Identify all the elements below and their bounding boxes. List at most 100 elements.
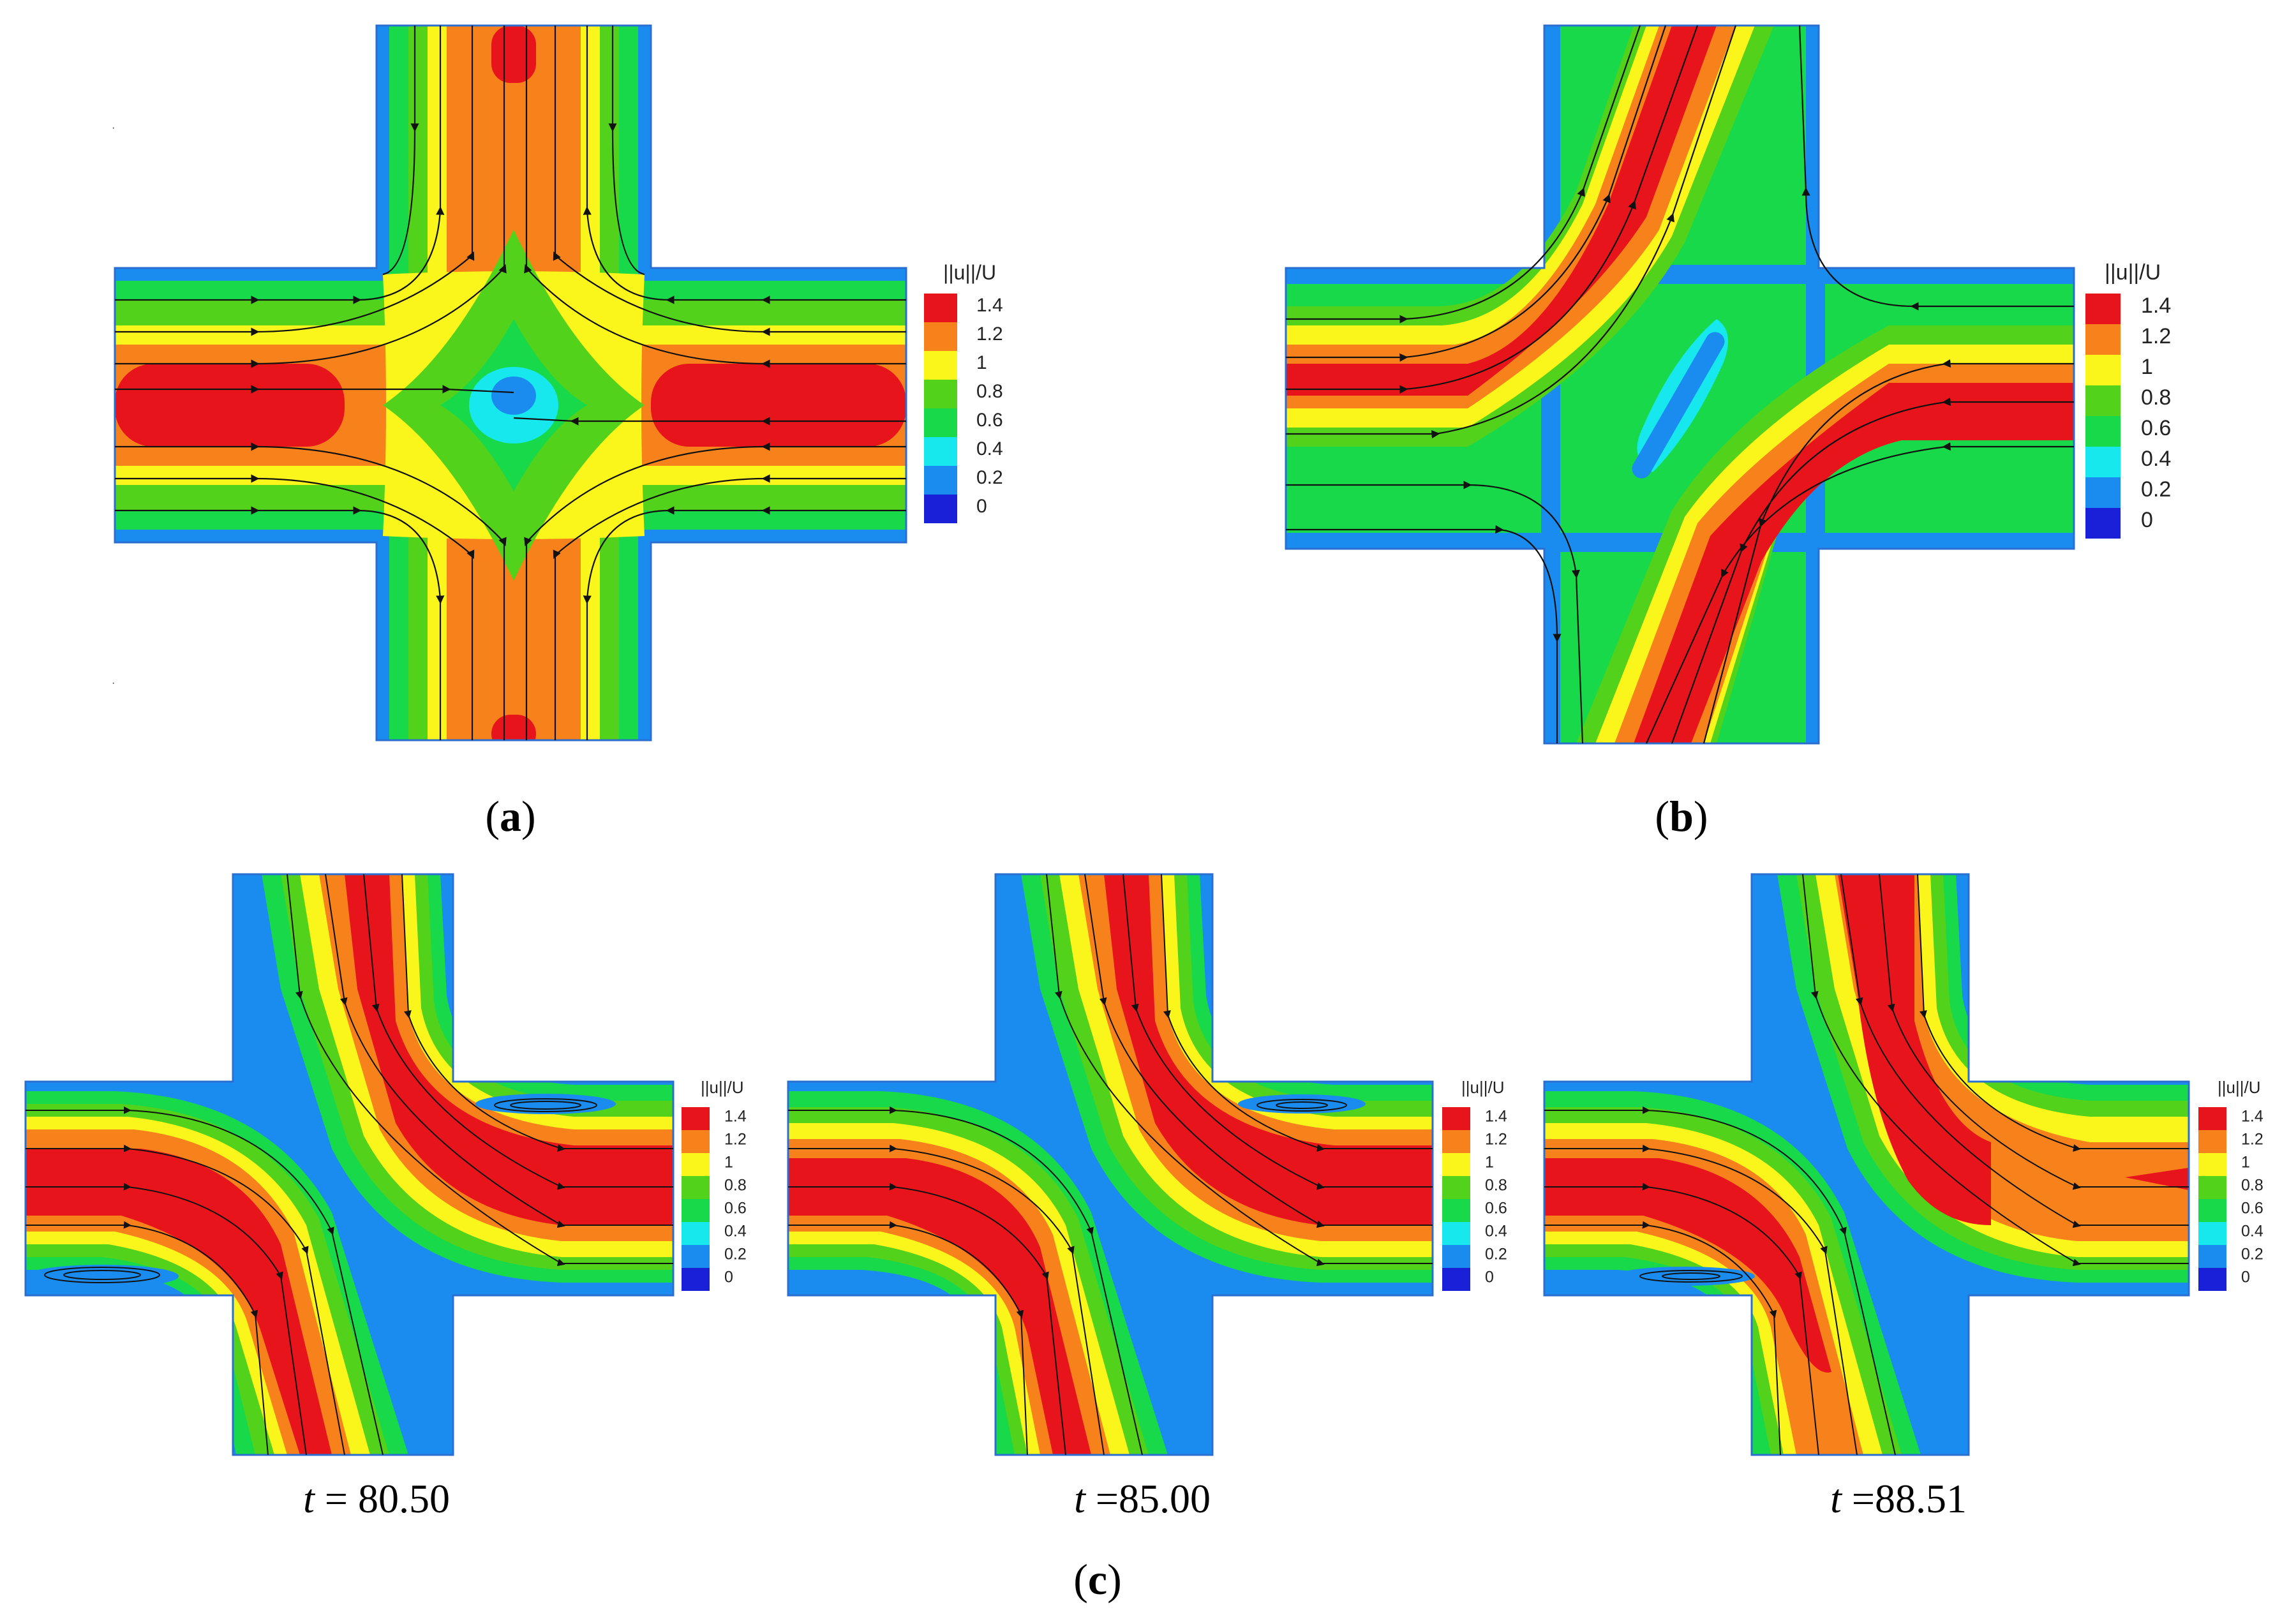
colorbar-swatch (1442, 1176, 1470, 1199)
caption-c2: t =85.00 (1074, 1476, 1211, 1521)
colorbar-tick-label: 0.2 (2241, 1245, 2263, 1263)
colorbar-swatch (2198, 1176, 2226, 1199)
svg-text:t =85.00: t =85.00 (1074, 1476, 1211, 1521)
colorbar-tick-label: 1.2 (976, 324, 1003, 345)
colorbar-swatch (682, 1153, 710, 1176)
colorbar-tick-label: 0.8 (2241, 1176, 2263, 1194)
streamlines-c1 (26, 874, 673, 1456)
panel-c3 (1543, 873, 2190, 1456)
colorbar-tick-label: 0 (2141, 508, 2153, 532)
colorbar-swatch (2198, 1199, 2226, 1222)
streamlines-c3 (1544, 874, 2189, 1456)
colorbar-swatch (682, 1222, 710, 1245)
colorbar-tick-label: 0.2 (976, 467, 1003, 488)
colorbar-tick-label: 0.2 (2141, 477, 2171, 502)
colorbar-swatch (2198, 1245, 2226, 1268)
colorbar-tick-label: 0.2 (724, 1245, 747, 1263)
svg-text:·: · (112, 678, 115, 689)
colorbar-title: ||u||/U (2105, 260, 2161, 285)
colorbar-tick-label: 1.4 (1485, 1107, 1507, 1125)
svg-text:·: · (112, 123, 115, 133)
svg-text:(a): (a) (485, 792, 535, 840)
svg-text:(b): (b) (1655, 792, 1708, 840)
colorbar-swatch (924, 322, 957, 351)
colorbar-swatch (2085, 355, 2121, 385)
colorbar-tick-label: 1 (724, 1153, 733, 1171)
panel-b (1285, 24, 2075, 745)
colorbar-swatch (1442, 1130, 1470, 1153)
colorbar-tick-label: 1.2 (1485, 1130, 1507, 1148)
colorbar-title: ||u||/U (1461, 1078, 1504, 1097)
colorbar-tick-label: 1 (2141, 355, 2153, 379)
colorbar-tick-label: 0.4 (976, 438, 1003, 459)
colorbar-swatch (682, 1199, 710, 1222)
colorbar-swatch (924, 466, 957, 495)
streamlines-c2 (788, 874, 1433, 1456)
colorbar-tick-label: 0.6 (2141, 416, 2171, 440)
colorbar-tick-label: 0.6 (1485, 1199, 1507, 1217)
colorbar-tick-label: 1 (976, 352, 987, 373)
colorbar-tick-label: 0 (976, 496, 987, 517)
streamlines-a (115, 26, 906, 740)
colorbar-tick-label: 1.2 (2141, 324, 2171, 348)
colorbar-tick-label: 0.2 (1485, 1245, 1507, 1263)
colorbar-swatch (682, 1176, 710, 1199)
caption-b: (b) (1655, 792, 1708, 840)
contour-field-a (115, 26, 906, 740)
colorbar-swatch (2085, 477, 2121, 508)
colorbar-swatch (1442, 1199, 1470, 1222)
panel-c1 (24, 873, 675, 1456)
colorbar-swatch (682, 1245, 710, 1268)
colorbar-swatch (1442, 1222, 1470, 1245)
colorbar-swatch (1442, 1153, 1470, 1176)
colorbar-tick-label: 0.4 (724, 1222, 747, 1240)
colorbar-tick-label: 1 (2241, 1153, 2250, 1171)
colorbar-swatch (2198, 1153, 2226, 1176)
colorbar-tick-label: 1.4 (2141, 294, 2171, 318)
colorbar-swatch (924, 495, 957, 523)
colorbar-swatch (682, 1268, 710, 1291)
colorbar-tick-label: 1 (1485, 1153, 1494, 1171)
colorbar-swatch (1442, 1245, 1470, 1268)
colorbar-tick-label: 0.4 (2141, 447, 2171, 471)
colorbar-title: ||u||/U (2218, 1078, 2260, 1097)
colorbar-tick-label: 0.8 (1485, 1176, 1507, 1194)
colorbar-tick-label: 0 (2241, 1268, 2250, 1286)
colorbar-swatch (682, 1107, 710, 1130)
colorbar-swatch (1442, 1107, 1470, 1130)
colorbar-tick-label: 0.8 (2141, 385, 2171, 410)
panel-a: · · (112, 24, 907, 741)
colorbar-swatch (924, 380, 957, 408)
colorbar-tick-label: 1.4 (2241, 1107, 2263, 1125)
colorbar-tick-label: 0.4 (1485, 1222, 1507, 1240)
colorbar-tick-label: 0.8 (976, 381, 1003, 402)
colorbar-swatch (2085, 324, 2121, 355)
svg-text:t =88.51: t =88.51 (1830, 1476, 1967, 1521)
colorbar-tick-label: 1.4 (976, 295, 1003, 316)
colorbar-c2: ||u||/U 1.4 1.2 1 0.8 0.6 0.4 0.2 0 (1442, 1078, 1507, 1291)
colorbar-c3: ||u||/U 1.4 1.2 1 0.8 0.6 0.4 0.2 0 (2198, 1078, 2263, 1291)
colorbar-swatch (924, 351, 957, 380)
colorbar-title: ||u||/U (943, 261, 996, 284)
colorbar-tick-label: 1.2 (2241, 1130, 2263, 1148)
contour-field-b (1286, 26, 2074, 743)
legends: ||u||/U 1.4 1.2 1 0.8 0.6 0.4 0.2 0 ||u||/U 1.4 1.2… (682, 260, 2263, 1291)
colorbar-tick-label: 0.6 (724, 1199, 747, 1217)
colorbar-swatch (2085, 416, 2121, 447)
caption-c1: t = 80.50 (303, 1476, 450, 1521)
svg-text:(c): (c) (1073, 1555, 1122, 1604)
colorbar-swatch (924, 437, 957, 466)
colorbar-tick-label: 0.6 (2241, 1199, 2263, 1217)
colorbar-tick-label: 0.6 (976, 410, 1003, 431)
colorbar-swatch (2198, 1268, 2226, 1291)
colorbar-tick-label: 0.8 (724, 1176, 747, 1194)
colorbar-swatch (2085, 294, 2121, 324)
colorbar-swatch (924, 294, 957, 322)
caption-a: (a) (485, 792, 535, 840)
contour-field-c2 (788, 874, 1433, 1455)
colorbar-swatch (2085, 385, 2121, 416)
colorbar-tick-label: 0 (1485, 1268, 1494, 1286)
colorbar-swatch (2198, 1222, 2226, 1245)
colorbar-swatch (924, 408, 957, 437)
